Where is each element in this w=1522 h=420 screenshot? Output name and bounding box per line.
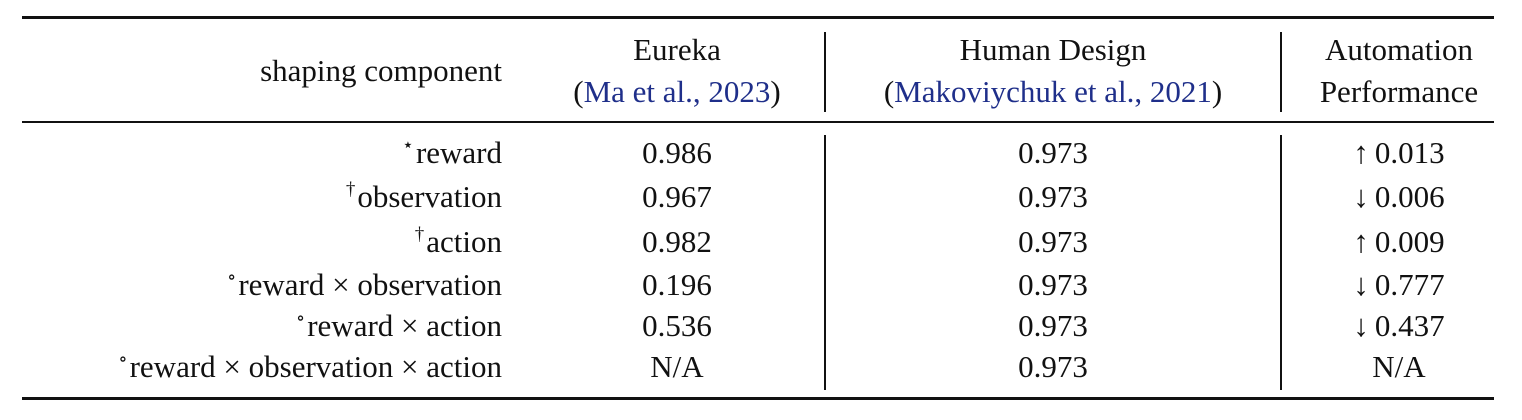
header-automation-line2: Performance	[1319, 74, 1479, 109]
table-row-component: †observation	[22, 179, 502, 219]
row-marker: ⋆	[402, 135, 414, 156]
trend-arrow-icon: ↓	[1353, 308, 1369, 343]
table-bottom-rule	[22, 397, 1494, 400]
header-human-design-citation: (Makoviychuk et al., 2021)	[828, 75, 1278, 109]
eureka-citation-link[interactable]: Ma et al., 2023	[583, 74, 771, 109]
paren-close: )	[770, 74, 781, 109]
component-label: reward × observation × action	[129, 349, 502, 384]
table-row-component: ∘reward × action	[22, 308, 502, 348]
header-human-design-title: Human Design	[959, 32, 1147, 67]
trend-arrow-icon: ↑	[1353, 135, 1369, 170]
row-marker: †	[414, 224, 425, 245]
table-row-component: †action	[22, 224, 502, 264]
component-label: reward × action	[307, 308, 502, 343]
delta-value: 0.009	[1374, 224, 1445, 259]
human-design-score: 0.973	[1018, 349, 1088, 384]
human-design-score: 0.973	[1018, 267, 1088, 302]
table-header-rule	[22, 121, 1494, 123]
human-design-score: 0.973	[1018, 308, 1088, 343]
performance-delta: ↑ 0.013	[1284, 136, 1514, 170]
trend-arrow-icon: ↓	[1353, 267, 1369, 302]
performance-delta: ↑ 0.009	[1284, 225, 1514, 259]
performance-delta: ↓ 0.006	[1284, 180, 1514, 214]
header-eureka-citation: (Ma et al., 2023)	[532, 75, 822, 109]
delta-value: 0.777	[1374, 267, 1445, 302]
delta-value: 0.013	[1374, 135, 1445, 170]
column-separator	[824, 135, 826, 390]
table-row-component: ⋆reward	[22, 135, 502, 175]
component-label: observation	[357, 179, 502, 214]
table-row-component: ∘reward × observation × action	[22, 349, 502, 389]
eureka-score: 0.536	[642, 308, 712, 343]
delta-value: 0.437	[1374, 308, 1445, 343]
eureka-score: 0.196	[642, 267, 712, 302]
eureka-score: 0.967	[642, 179, 712, 214]
column-separator	[1280, 135, 1282, 390]
component-label: reward × observation	[238, 267, 502, 302]
trend-arrow-icon: ↑	[1353, 224, 1369, 259]
paren-open: (	[573, 74, 584, 109]
performance-delta: N/A	[1284, 350, 1514, 384]
header-eureka-title: Eureka	[633, 32, 721, 67]
trend-arrow-icon: ↓	[1353, 179, 1369, 214]
performance-delta: ↓ 0.437	[1284, 309, 1514, 343]
row-marker: ∘	[295, 308, 306, 329]
component-label: action	[426, 224, 502, 259]
row-marker: ∘	[227, 267, 237, 288]
eureka-score: N/A	[650, 349, 704, 384]
performance-delta: ↓ 0.777	[1284, 268, 1514, 302]
delta-value: N/A	[1372, 349, 1426, 384]
column-separator	[824, 32, 826, 112]
component-label: reward	[415, 135, 502, 170]
table-top-rule	[22, 16, 1494, 19]
header-automation-line1: Automation	[1324, 32, 1474, 67]
row-marker: †	[345, 179, 356, 200]
delta-value: 0.006	[1374, 179, 1445, 214]
human-design-score: 0.973	[1018, 135, 1088, 170]
header-shaping-component: shaping component	[260, 53, 502, 88]
human-design-citation-link[interactable]: Makoviychuk et al., 2021	[894, 74, 1212, 109]
eureka-score: 0.986	[642, 135, 712, 170]
human-design-score: 0.973	[1018, 179, 1088, 214]
row-marker: ∘	[118, 349, 128, 370]
eureka-score: 0.982	[642, 224, 712, 259]
paren-open: (	[883, 74, 895, 109]
table-row-component: ∘reward × observation	[22, 267, 502, 307]
paren-close: )	[1211, 74, 1223, 109]
column-separator	[1280, 32, 1282, 112]
human-design-score: 0.973	[1018, 224, 1088, 259]
